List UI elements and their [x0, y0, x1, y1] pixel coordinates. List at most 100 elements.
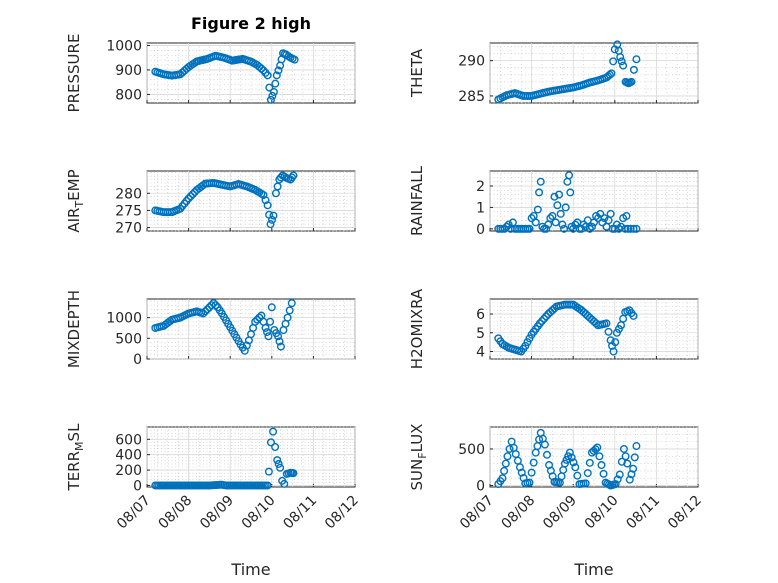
data-point: [283, 313, 292, 322]
data-point: [266, 95, 275, 104]
data-point: [266, 317, 275, 326]
data-point: [609, 57, 618, 66]
data-point: [269, 427, 278, 436]
y-tick-label: 275: [115, 203, 142, 219]
data-point: [585, 458, 594, 467]
y-tick-label: 400: [115, 448, 142, 464]
data-point: [606, 209, 615, 218]
data-point: [565, 171, 574, 180]
data-point: [274, 66, 283, 75]
y-tick-label: 1: [476, 200, 485, 216]
data-point: [556, 209, 565, 218]
data-point: [623, 459, 632, 468]
x-axis-label-left: Time: [230, 560, 270, 579]
data-point: [617, 57, 626, 66]
subplot-pressure: 800 900 1000 PRESSURE: [65, 34, 356, 112]
data-point: [629, 224, 638, 233]
data-point: [553, 201, 562, 210]
y-axis-label: MIXDEPTH: [65, 290, 83, 368]
data-point: [529, 458, 538, 467]
data-point: [504, 220, 513, 229]
data-point: [616, 53, 625, 62]
data-point: [203, 305, 212, 314]
data-point: [535, 319, 544, 328]
data-point: [533, 205, 542, 214]
data-point: [263, 71, 272, 80]
x-tick-label: 08/10: [582, 493, 622, 533]
data-point: [600, 214, 609, 223]
data-point: [261, 323, 270, 332]
data-point: [611, 480, 620, 489]
y-tick-label: 270: [115, 221, 142, 237]
subplot-mixdepth: 0 500 1000 MIXDEPTH: [65, 290, 356, 368]
y-tick-label: 0: [476, 479, 485, 495]
data-point: [630, 453, 639, 462]
y-tick-label: 200: [115, 463, 142, 479]
y-tick-label: 6: [476, 307, 485, 323]
data-point: [264, 332, 273, 341]
x-tick-label: 08/07: [114, 493, 154, 533]
y-axis-label: H2OMIXRA: [408, 288, 426, 369]
data-point: [597, 461, 606, 470]
y-tick-label: 0: [133, 478, 142, 494]
data-point: [542, 312, 551, 321]
y-tick-label: 600: [115, 432, 142, 448]
data-point: [583, 469, 592, 478]
data-point: [621, 224, 630, 233]
y-tick-label: 500: [115, 331, 142, 347]
data-point: [632, 55, 641, 64]
data-point: [565, 448, 574, 457]
data-point: [276, 342, 285, 351]
axes-frame: [146, 170, 356, 232]
axes-frame: [146, 298, 356, 360]
data-point: [188, 190, 197, 199]
data-point: [566, 188, 575, 197]
data-point: [280, 479, 289, 488]
data-point: [629, 311, 638, 320]
data-point: [560, 224, 569, 233]
subplot-rainfall: 0 1 2 RAINFALL: [408, 165, 699, 238]
y-tick-label: 290: [458, 54, 485, 70]
data-point: [602, 319, 611, 328]
x-axis-label-right: Time: [573, 560, 613, 579]
data-point: [621, 452, 630, 461]
data-point: [257, 64, 266, 73]
data-point: [611, 338, 620, 347]
x-tick-label: 08/08: [499, 493, 539, 533]
data-point: [632, 442, 641, 451]
data-point: [263, 481, 272, 490]
x-tick-label: 08/12: [322, 493, 362, 533]
data-point: [555, 190, 564, 199]
data-point: [500, 466, 509, 475]
data-point: [267, 303, 276, 312]
data-point: [501, 459, 510, 468]
subplot-sun_flux: 0 500 08/07 08/08 08/09 08/10 08/11 08/12 SUNFLU…: [408, 424, 705, 533]
data-point: [271, 79, 280, 88]
data-point: [503, 452, 512, 461]
y-axis-label: TERRMSL: [65, 423, 86, 492]
data-point: [519, 473, 528, 482]
data-point: [550, 304, 559, 313]
data-point: [619, 61, 628, 70]
data-point: [629, 464, 638, 473]
x-tick-label: 08/09: [197, 493, 237, 533]
data-point: [525, 224, 534, 233]
data-point: [505, 444, 514, 453]
y-axis-label: AIRTEMP: [65, 169, 86, 232]
data-point: [585, 224, 594, 233]
data-point: [567, 453, 576, 462]
data-point: [272, 71, 281, 80]
data-point: [265, 83, 274, 92]
y-axis-label: SUNFLUX: [408, 424, 429, 491]
y-tick-label: 280: [115, 186, 142, 202]
subplot-h2omixra: 4 5 6 H2OMIXRA: [408, 288, 699, 369]
axes-frame: [489, 170, 699, 232]
x-tick-label: 08/12: [665, 493, 705, 533]
x-tick-label: 08/11: [280, 493, 320, 533]
data-point: [587, 222, 596, 231]
data-point: [255, 313, 264, 322]
data-point: [571, 463, 580, 472]
y-tick-label: 800: [115, 87, 142, 103]
data-point: [527, 468, 536, 477]
data-point: [525, 478, 534, 487]
